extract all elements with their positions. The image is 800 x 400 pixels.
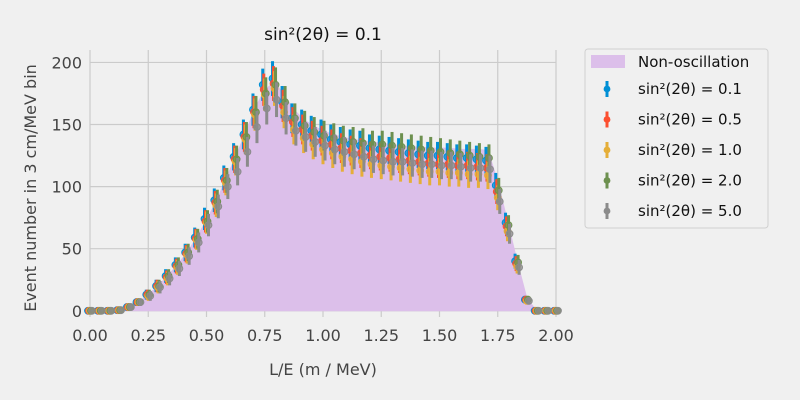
- x-tick-label: 1.00: [305, 326, 341, 345]
- y-tick-label: 50: [62, 240, 82, 259]
- legend-label: sin²(2θ) = 5.0: [638, 202, 742, 220]
- data-point: [243, 147, 252, 156]
- data-point: [554, 306, 562, 315]
- legend-area-swatch: [591, 55, 625, 68]
- data-point: [350, 150, 359, 159]
- data-point: [379, 156, 388, 165]
- data-point: [194, 238, 203, 247]
- legend-marker: [603, 177, 611, 184]
- data-point: [369, 155, 378, 164]
- data-point: [544, 306, 553, 315]
- data-point: [262, 104, 271, 113]
- legend-frame: [584, 48, 769, 229]
- legend-label: Non-oscillation: [638, 53, 749, 71]
- data-point: [447, 161, 456, 170]
- data-point: [437, 161, 446, 170]
- data-point: [156, 283, 164, 292]
- legend-marker: [603, 146, 611, 154]
- data-point: [427, 160, 436, 169]
- x-tick-label: 1.75: [480, 326, 516, 345]
- data-point: [204, 221, 213, 230]
- legend-marker: [603, 116, 611, 123]
- data-point: [136, 298, 145, 306]
- data-point: [311, 137, 320, 146]
- data-point: [495, 197, 504, 206]
- x-tick-label: 0.00: [72, 326, 108, 345]
- data-point: [418, 160, 427, 169]
- legend-marker: [603, 207, 611, 215]
- data-point: [107, 306, 116, 315]
- y-tick-label: 200: [51, 53, 82, 72]
- legend-items: Non-oscillation sin²(2θ) = 0.1 sin²(2θ) = …: [591, 53, 749, 220]
- data-point: [146, 291, 155, 300]
- data-point: [515, 263, 523, 272]
- data-point: [282, 114, 290, 123]
- x-tick-label: 2.00: [538, 326, 574, 345]
- data-point: [486, 165, 494, 174]
- legend-label: sin²(2θ) = 0.5: [638, 111, 742, 129]
- data-point: [214, 202, 223, 211]
- legend-label: sin²(2θ) = 1.0: [638, 141, 742, 159]
- data-point: [360, 152, 368, 161]
- data-point: [398, 157, 407, 166]
- x-tick-label: 1.50: [422, 326, 458, 345]
- data-point: [378, 140, 387, 149]
- data-point: [389, 157, 397, 166]
- data-point: [301, 133, 310, 141]
- data-point: [117, 306, 126, 315]
- data-point: [321, 141, 329, 150]
- chart-title: sin²(2θ) = 0.1: [264, 25, 382, 45]
- data-point: [330, 145, 339, 154]
- series-layer: [84, 61, 562, 315]
- data-point: [165, 274, 174, 283]
- data-point: [388, 141, 396, 150]
- legend-label: sin²(2θ) = 2.0: [638, 172, 742, 190]
- y-tick-label: 150: [51, 116, 82, 135]
- data-point: [505, 229, 514, 238]
- tick-labels: 0.00 0.25 0.50 0.75 1.00 1.25 1.50 1.75 2.00 0 50 1…: [51, 53, 573, 345]
- data-point: [340, 147, 349, 156]
- x-tick-label: 1.25: [363, 326, 399, 345]
- legend-label: sin²(2θ) = 0.1: [638, 80, 742, 98]
- data-point: [534, 306, 543, 315]
- data-point: [233, 167, 242, 176]
- x-tick-label: 0.75: [247, 326, 283, 345]
- data-point: [408, 159, 417, 167]
- data-point: [524, 296, 533, 305]
- data-point: [127, 303, 135, 311]
- y-axis-label: Event number in 3 cm/MeV bin: [21, 64, 40, 312]
- data-point: [291, 126, 300, 135]
- y-tick-label: 0: [72, 302, 82, 321]
- legend-marker: [603, 85, 611, 93]
- x-tick-label: 0.50: [189, 326, 225, 345]
- data-point: [185, 252, 194, 261]
- plot-area: [84, 50, 562, 317]
- data-point: [175, 264, 184, 273]
- data-point: [476, 164, 485, 172]
- x-axis-label: L/E (m / MeV): [269, 360, 377, 379]
- series-5: [88, 82, 562, 315]
- x-tick-label: 0.25: [130, 326, 166, 345]
- data-point: [88, 306, 96, 315]
- data-point: [97, 306, 106, 315]
- data-point: [272, 95, 281, 104]
- data-point: [456, 162, 465, 171]
- data-point: [466, 164, 475, 172]
- data-point: [253, 123, 261, 131]
- data-point: [223, 182, 232, 191]
- y-tick-label: 100: [51, 178, 82, 197]
- legend: Non-oscillation sin²(2θ) = 0.1 sin²(2θ) = …: [584, 48, 769, 229]
